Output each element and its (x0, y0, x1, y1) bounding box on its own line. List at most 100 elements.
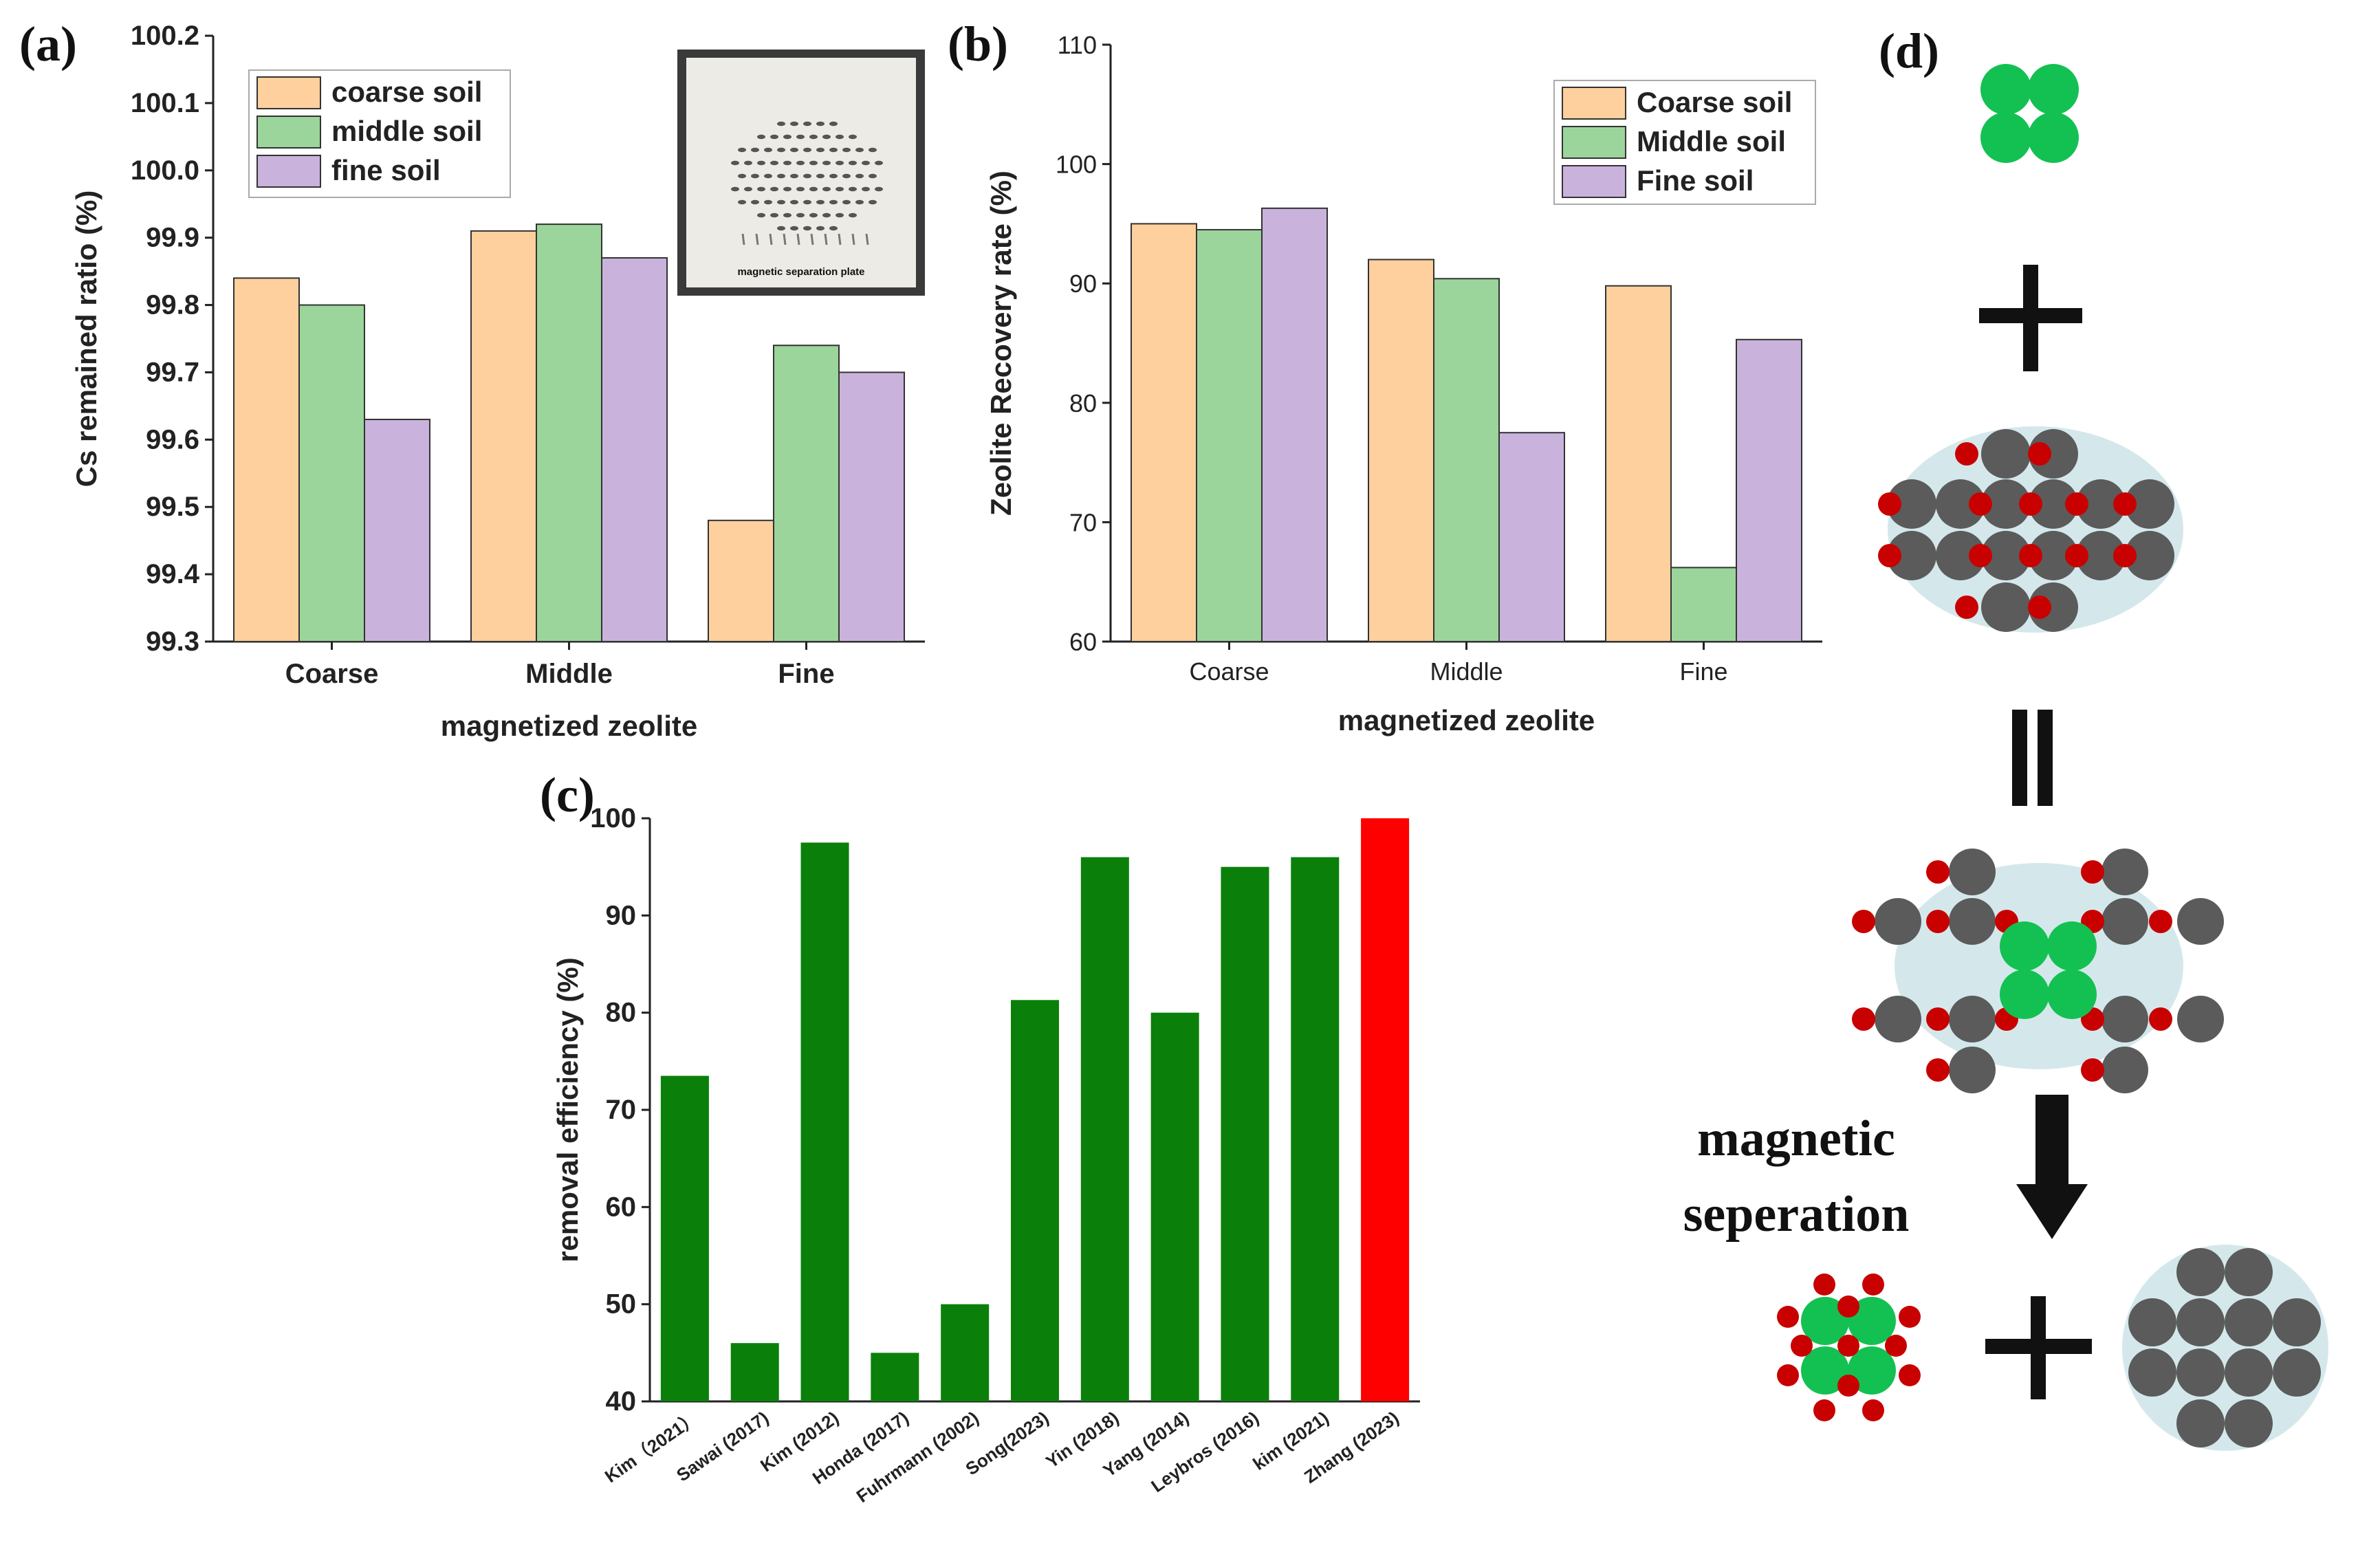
zeolite-particle (2029, 429, 2078, 479)
inset-dot (809, 186, 818, 192)
bar (233, 277, 300, 642)
bar (1150, 1012, 1199, 1401)
cs-ion (1899, 1306, 1921, 1328)
inset-dot (855, 147, 864, 153)
inset-dot (849, 186, 857, 192)
bar (1361, 818, 1410, 1401)
inset-dot (796, 186, 805, 192)
y-tick-label: 40 (606, 1386, 637, 1417)
y-tick-label: 70 (606, 1095, 637, 1125)
inset-dot (770, 134, 778, 140)
inset-dot (829, 199, 838, 205)
green-particle (1801, 1346, 1849, 1395)
halo (1888, 426, 2183, 633)
inset-dot (855, 199, 864, 205)
legend-label: fine soil (331, 154, 441, 186)
legend-label: Fine soil (1637, 164, 1754, 197)
zeolite-particle (2125, 531, 2174, 580)
inset-dot (875, 186, 883, 192)
inset-dot (790, 226, 798, 231)
inset-dot (829, 121, 838, 127)
inset-dot (751, 173, 759, 179)
x-axis-title: magnetized zeolite (441, 710, 697, 742)
green-particle (1848, 1297, 1896, 1345)
inset-dot (777, 199, 785, 205)
inset-dot (822, 134, 831, 140)
y-axis-title: Cs remained ratio (%) (70, 190, 102, 488)
cs-ion (2028, 442, 2051, 466)
inset-streak (810, 233, 814, 245)
bar (730, 1343, 779, 1401)
inset-dot (869, 199, 877, 205)
inset-dot (803, 147, 811, 153)
cs-ion (1813, 1399, 1835, 1421)
bar (1131, 223, 1197, 642)
inset-dot (836, 212, 844, 218)
inset-dot (855, 173, 864, 179)
zeolite-particle (2176, 1298, 2225, 1346)
inset-dot (764, 173, 772, 179)
inset-dot (836, 134, 844, 140)
inset-dot (809, 160, 818, 166)
y-tick-label: 80 (1069, 389, 1097, 417)
inset-dot (803, 173, 811, 179)
cs-ion (2028, 595, 2051, 619)
inset-streak (755, 233, 759, 245)
inset-dot (764, 147, 772, 153)
y-tick-label: 60 (606, 1192, 637, 1222)
separated-zeolite (2122, 1245, 2328, 1451)
inset-dot (790, 199, 798, 205)
inset-dot (757, 160, 765, 166)
inset-streak (783, 233, 787, 245)
inset-dot (738, 199, 746, 205)
cs-ion (1852, 1007, 1875, 1031)
inset-streak (865, 233, 869, 245)
cs-ion (1837, 1375, 1859, 1397)
green-particle (1980, 112, 2031, 163)
inset-dot (790, 121, 798, 127)
zeolite-particle (2176, 1248, 2225, 1296)
cs-ion (1862, 1399, 1884, 1421)
bar (298, 304, 365, 642)
y-tick-label: 99.8 (146, 290, 199, 320)
legend: coarse soil middle soil fine soil (248, 69, 511, 198)
inset-dot (783, 134, 791, 140)
inset-dot (738, 173, 746, 179)
inset-dot (842, 147, 851, 153)
inset-dot (764, 199, 772, 205)
inset-dot (842, 173, 851, 179)
zeolite-particle (1936, 531, 1985, 580)
panel-letter-b: (b) (948, 17, 1008, 72)
zeolite-particle (1949, 898, 1996, 945)
y-tick-label: 90 (1069, 270, 1097, 298)
zeolite-particle (2176, 1348, 2225, 1397)
inset-dot (803, 226, 811, 231)
zeolite-particle (2128, 1348, 2176, 1397)
zeolite-particle (1875, 898, 1921, 945)
inset-dot (836, 160, 844, 166)
bar (1196, 229, 1263, 642)
cs-ion (2019, 544, 2042, 567)
cs-ion (1926, 1058, 1950, 1082)
panel-letter-c: (c) (540, 767, 595, 822)
x-tick-label: Middle (525, 659, 613, 689)
zeolite-particle (1981, 479, 2031, 529)
cs-ion (1899, 1364, 1921, 1386)
chart-a: 99.3 99.4 99.5 99.6 99.7 99.8 99.9 100.0 100.1 10… (70, 21, 925, 742)
inset-dot (816, 147, 825, 153)
inset-dot (783, 186, 791, 192)
legend-label: Coarse soil (1637, 86, 1792, 118)
halo (2122, 1245, 2328, 1451)
y-tick-label: 100 (1056, 151, 1097, 179)
green-particle (2000, 921, 2049, 971)
cs-ion (1852, 910, 1875, 933)
inset-dot (777, 147, 785, 153)
zeolite-particle (1949, 996, 1996, 1042)
cs-ion (1926, 1007, 1950, 1031)
cs-ion (2019, 492, 2042, 516)
cs-ion (1926, 910, 1950, 933)
bar (838, 371, 905, 642)
legend-label: middle soil (331, 115, 482, 147)
bar (1291, 857, 1340, 1401)
y-tick-label: 80 (606, 998, 637, 1028)
